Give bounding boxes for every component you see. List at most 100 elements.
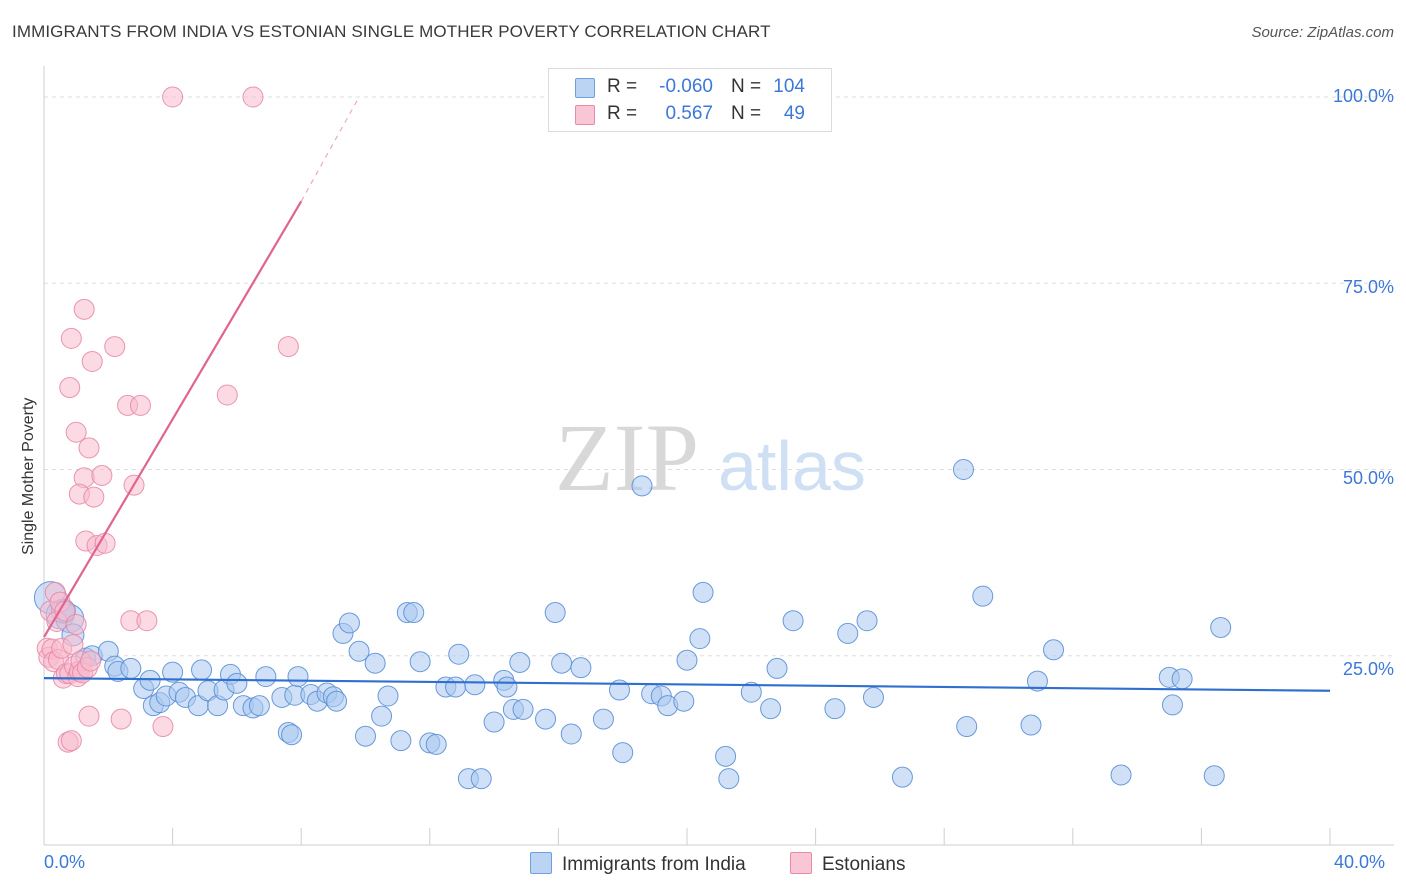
trend-line-estonians-extension xyxy=(300,96,360,202)
data-point-india xyxy=(891,766,913,788)
data-point-india xyxy=(570,657,592,679)
y-axis-label: Single Mother Poverty xyxy=(20,397,37,555)
data-point-india xyxy=(255,666,277,688)
data-point-estonians xyxy=(136,610,158,632)
stats-n-label: N = xyxy=(731,76,762,97)
stats-n-value: 49 xyxy=(783,103,805,124)
stats-r-label: R = xyxy=(607,103,638,124)
data-point-estonians xyxy=(94,532,116,554)
watermark-atlas: atlas xyxy=(718,427,866,505)
legend-label-india: Immigrants from India xyxy=(562,854,746,875)
chart-source: Source: ZipAtlas.com xyxy=(1251,24,1394,41)
data-point-india xyxy=(837,622,859,644)
data-point-india xyxy=(1161,694,1183,716)
data-point-india xyxy=(1110,764,1132,786)
data-point-india xyxy=(496,676,518,698)
data-point-india xyxy=(952,459,974,480)
data-point-estonians xyxy=(59,377,81,399)
data-point-estonians xyxy=(91,464,113,486)
data-point-india xyxy=(1043,639,1065,661)
data-point-india xyxy=(782,610,804,632)
data-point-india xyxy=(689,628,711,650)
data-point-estonians xyxy=(242,86,264,108)
data-point-india xyxy=(972,585,994,607)
data-point-india xyxy=(715,745,737,767)
data-point-india xyxy=(348,640,370,662)
data-point-india xyxy=(535,708,557,730)
data-point-india xyxy=(676,649,698,671)
y-tick-50: 50.0% xyxy=(1342,468,1394,488)
data-point-estonians xyxy=(162,86,184,108)
data-point-india xyxy=(390,730,412,752)
data-point-india xyxy=(281,724,303,746)
data-point-india xyxy=(862,686,884,708)
legend-item-estonians[interactable]: Estonians xyxy=(790,852,905,876)
data-point-india xyxy=(740,681,762,703)
stats-n-value: 104 xyxy=(773,76,805,97)
data-point-india xyxy=(425,733,447,755)
y-axis-label-wrap: Single Mother Poverty xyxy=(20,398,40,755)
data-point-estonians xyxy=(277,336,299,358)
data-point-india xyxy=(612,742,634,764)
data-point-estonians xyxy=(65,421,87,443)
data-point-india xyxy=(512,698,534,720)
legend-swatch-estonians xyxy=(790,852,812,874)
trend-lines xyxy=(43,96,1331,692)
x-tick-max: 40.0% xyxy=(1334,852,1386,872)
data-point-india xyxy=(1203,765,1225,787)
data-point-india xyxy=(673,690,695,712)
y-tick-75: 75.0% xyxy=(1342,277,1394,297)
axes xyxy=(43,66,1394,846)
stats-box: R = -0.060 N = 104 R = 0.567 N = 49 xyxy=(548,68,832,132)
stats-swatch-estonians xyxy=(575,105,595,125)
data-point-india xyxy=(120,657,142,679)
data-point-india xyxy=(560,723,582,745)
data-point-india xyxy=(760,698,782,720)
data-point-india xyxy=(1020,714,1042,736)
data-point-india xyxy=(470,768,492,790)
stats-r-label: R = xyxy=(607,76,638,97)
data-point-estonians xyxy=(129,394,151,416)
data-point-india xyxy=(191,659,213,681)
data-point-india xyxy=(509,651,531,673)
trend-line-estonians xyxy=(43,200,303,638)
stats-r-value: -0.060 xyxy=(659,76,713,97)
data-point-india xyxy=(608,679,630,701)
data-point-estonians xyxy=(78,705,100,727)
data-point-india xyxy=(631,475,653,497)
data-point-india xyxy=(692,581,714,603)
data-point-india xyxy=(287,666,309,688)
legend-swatch-india xyxy=(530,852,552,874)
stats-row-estonians: R = 0.567 N = 49 xyxy=(549,101,831,127)
data-point-estonians xyxy=(216,384,238,406)
data-point-estonians xyxy=(81,350,103,372)
data-point-india xyxy=(409,651,431,673)
data-point-estonians xyxy=(104,336,126,358)
data-point-estonians xyxy=(65,613,87,635)
chart-title: IMMIGRANTS FROM INDIA VS ESTONIAN SINGLE… xyxy=(12,22,771,41)
trend-line-india xyxy=(43,677,1331,692)
legend-item-india[interactable]: Immigrants from India xyxy=(530,852,746,876)
data-point-india xyxy=(824,698,846,720)
series-estonians xyxy=(36,86,299,753)
data-point-india xyxy=(338,612,360,634)
data-point-estonians xyxy=(110,708,132,730)
data-point-india xyxy=(464,674,486,696)
data-point-india xyxy=(544,602,566,624)
data-point-estonians xyxy=(60,327,82,349)
y-tick-100: 100.0% xyxy=(1332,86,1394,106)
data-point-india xyxy=(162,661,184,683)
watermark-zip: ZIP xyxy=(555,404,699,511)
data-point-india xyxy=(377,685,399,707)
data-point-india xyxy=(445,676,467,698)
data-point-india xyxy=(1026,670,1048,692)
data-point-estonians xyxy=(83,486,105,508)
y-tick-25: 25.0% xyxy=(1342,659,1394,679)
x-tick-min: 0.0% xyxy=(44,852,86,872)
data-point-estonians xyxy=(152,716,174,738)
data-point-india xyxy=(1210,616,1232,638)
data-point-india xyxy=(364,652,386,674)
data-point-india xyxy=(856,610,878,632)
data-point-india xyxy=(226,672,248,694)
